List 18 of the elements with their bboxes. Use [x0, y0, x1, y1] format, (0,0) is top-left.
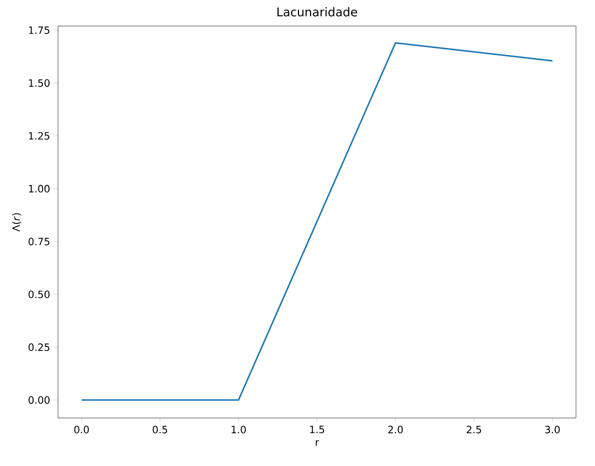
x-tick-label: 1.5: [310, 426, 324, 434]
x-tick-label: 0.5: [152, 426, 168, 434]
chart-title: Lacunaridade: [277, 7, 358, 16]
y-axis-title: Λ(r): [12, 213, 22, 232]
y-tick-label: 1.25: [29, 132, 50, 140]
y-tick-label: 0.75: [28, 238, 50, 246]
y-tick-label: 1.75: [29, 26, 50, 34]
x-tick-label: 1.0: [232, 426, 246, 434]
y-tick-label: 0.25: [28, 343, 50, 351]
y-tick-label: 0.00: [28, 396, 50, 404]
x-tick-label: 2.0: [388, 426, 403, 434]
x-tick-label: 0.0: [74, 426, 89, 434]
x-axis-title: r: [316, 440, 320, 446]
y-tick-label: 0.50: [28, 290, 50, 298]
y-tick-label: 1.00: [29, 184, 50, 192]
y-tick-label: 1.50: [29, 79, 50, 87]
x-tick-label: 3.0: [545, 426, 560, 434]
x-tick-label: 2.5: [466, 426, 482, 434]
